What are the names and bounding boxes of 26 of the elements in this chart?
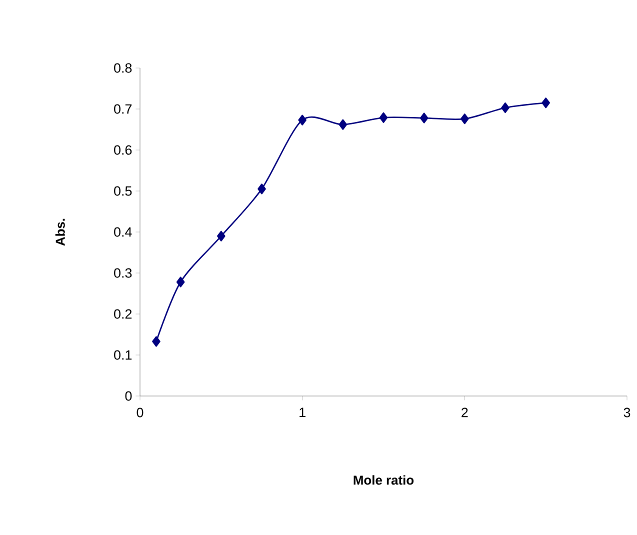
- point: [420, 112, 428, 124]
- point: [460, 114, 469, 124]
- x-tick-label: 2: [462, 408, 468, 418]
- point: [152, 336, 160, 347]
- y-tick-label: 0: [125, 391, 132, 401]
- y-tick-label: 0.3: [114, 268, 132, 278]
- x-tick-label: 1: [300, 408, 306, 418]
- point: [258, 184, 266, 194]
- point: [176, 276, 185, 288]
- point: [298, 114, 306, 126]
- point: [501, 102, 510, 114]
- y-tick-label: 0.8: [114, 63, 132, 73]
- point: [542, 98, 550, 108]
- y-tick-label: 0.5: [114, 186, 132, 196]
- y-tick-label: 0.1: [114, 350, 132, 360]
- y-tick-label: 0.4: [114, 227, 132, 237]
- y-tick-label: 0.2: [114, 309, 132, 319]
- point: [379, 112, 388, 123]
- x-tick-label: 3: [624, 408, 630, 418]
- point: [338, 119, 348, 130]
- y-tick-label: 0.6: [114, 145, 132, 155]
- point: [217, 230, 226, 242]
- x-axis-title: Mole ratio: [354, 475, 414, 485]
- x-tick-label: 0: [136, 408, 144, 418]
- y-axis-title: Abs.: [55, 218, 65, 246]
- y-tick-label: 0.7: [114, 104, 132, 114]
